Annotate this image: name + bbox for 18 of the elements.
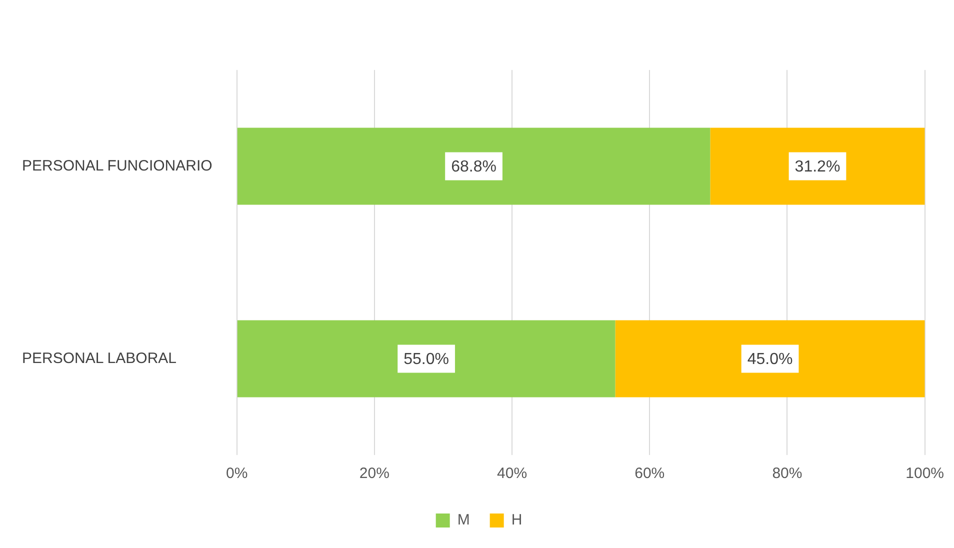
bar (237, 128, 710, 205)
legend-label: H (511, 512, 522, 529)
data-label: 55.0% (404, 351, 449, 368)
x-tick-label: 40% (497, 465, 528, 482)
data-label: 68.8% (451, 158, 496, 176)
x-tick-label: 60% (634, 465, 665, 482)
bar (237, 320, 616, 398)
bar (615, 320, 925, 398)
x-tick-label: 20% (359, 465, 390, 482)
bar (710, 128, 925, 205)
x-tick-label: 100% (906, 465, 944, 482)
data-label: 31.2% (794, 158, 840, 176)
data-label: 45.0% (747, 351, 793, 368)
y-tick-label: PERSONAL FUNCIONARIO (22, 157, 212, 174)
x-tick-label: 0% (226, 465, 248, 482)
y-tick-label: PERSONAL LABORAL (22, 350, 177, 367)
x-tick-label: 80% (772, 465, 802, 482)
legend-label: M (457, 512, 470, 529)
